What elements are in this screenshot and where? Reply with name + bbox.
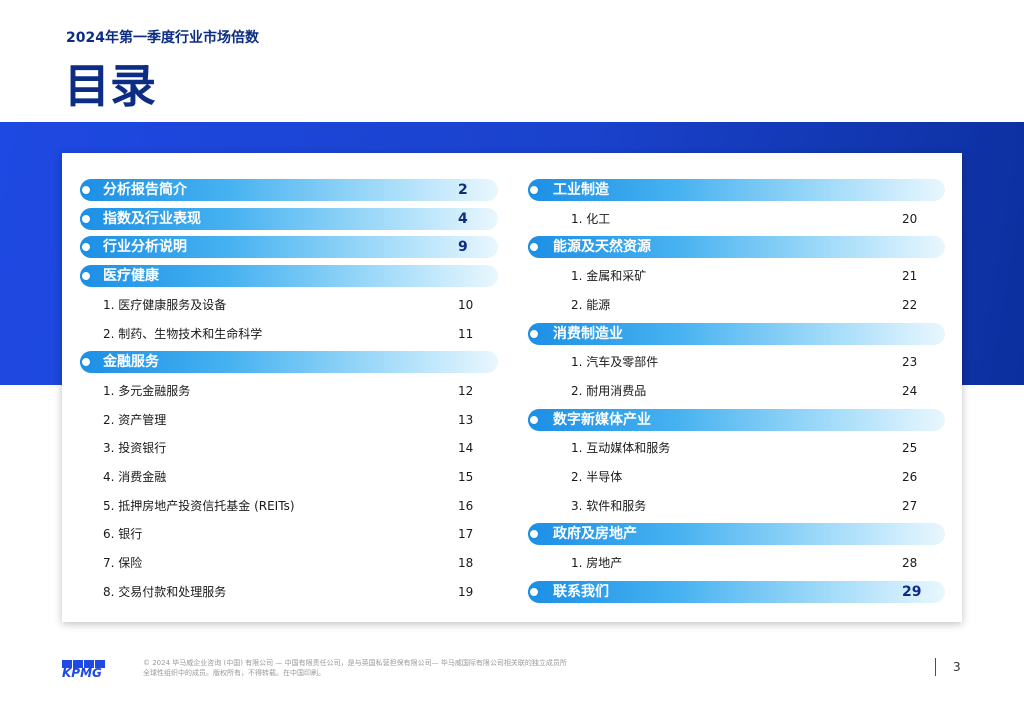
copyright-line: 全球性组织中的成员。版权所有，不得转载。在中国印刷。: [143, 669, 325, 677]
item-label: 5. 抵押房地产投资信托基金 (REITs): [103, 498, 295, 513]
item-page: 10: [458, 297, 474, 312]
item-page: 18: [458, 556, 474, 571]
item-page: 28: [902, 556, 918, 571]
title: 目录: [64, 59, 156, 113]
item-page: 13: [458, 412, 474, 427]
item-label: 2. 耐用消费品: [571, 383, 647, 398]
section-page: 4: [458, 210, 468, 227]
bullet: [528, 327, 540, 340]
section-title: 行业分析说明: [103, 239, 187, 256]
item-page: 15: [458, 470, 474, 484]
item-label: 1. 化工: [571, 211, 611, 226]
section-title: 医疗健康: [103, 268, 159, 285]
item-page: 20: [902, 211, 918, 226]
section-pill: [80, 351, 498, 374]
section-pill: [528, 408, 945, 431]
item-page: 23: [902, 355, 918, 370]
section-title: 能源及天然资源: [553, 239, 651, 256]
section-title: 政府及房地产: [553, 526, 637, 543]
item-page: 26: [902, 470, 918, 484]
bullet: [80, 212, 92, 225]
item-page: 12: [458, 383, 474, 398]
item-label: 1. 医疗健康服务及设备: [103, 297, 227, 312]
bullet: [528, 241, 540, 254]
item-label: 2. 制药、生物技术和生命科学: [103, 326, 263, 341]
item-page: 27: [902, 498, 918, 513]
item-label: 2. 资产管理: [103, 412, 167, 427]
section-page: 29: [902, 583, 922, 600]
item-page: 11: [458, 326, 474, 341]
logo-bars: [62, 660, 106, 668]
item-page: 19: [458, 584, 474, 599]
subtitle: 2024年第一季度行业市场倍数: [66, 30, 259, 46]
divider: [935, 658, 936, 676]
section-pill: [528, 322, 945, 345]
item-page: 14: [458, 441, 474, 456]
section-title: 指数及行业表现: [103, 210, 201, 227]
bullet: [528, 585, 540, 598]
item-label: 2. 半导体: [571, 470, 623, 484]
item-label: 1. 金属和采矿: [571, 269, 647, 284]
item-page: 22: [902, 297, 918, 312]
section-title: 数字新媒体产业: [553, 411, 651, 428]
section-pill: [528, 236, 945, 259]
section-pill: [528, 179, 945, 201]
item-label: 1. 互动媒体和服务: [571, 441, 671, 456]
section-pill: [80, 179, 498, 201]
item-label: 2. 能源: [571, 297, 611, 312]
bullet: [528, 413, 540, 426]
bullet: [80, 270, 92, 283]
bullet: [80, 184, 92, 196]
section-pill: [80, 207, 498, 230]
item-label: 7. 保险: [103, 556, 143, 571]
section-pill: [80, 236, 498, 259]
item-label: 1. 多元金融服务: [103, 383, 191, 398]
section-page: 9: [458, 239, 468, 256]
item-page: 17: [458, 527, 474, 542]
section-pill: [528, 580, 945, 603]
item-label: 6. 银行: [103, 527, 143, 542]
bullet: [80, 241, 92, 254]
bullet: [80, 356, 92, 369]
section-title: 金融服务: [103, 354, 159, 371]
copyright-line: © 2024 毕马威企业咨询 (中国) 有限公司 — 中国有限责任公司，是与英国…: [143, 659, 567, 667]
item-label: 3. 投资银行: [103, 441, 167, 456]
item-page: 25: [902, 441, 918, 456]
section-title: 分析报告简介: [103, 182, 187, 198]
section-pill: [80, 265, 498, 288]
item-page: 21: [902, 269, 918, 284]
item-label: 1. 房地产: [571, 556, 623, 571]
bullet: [528, 184, 540, 196]
item-label: 8. 交易付款和处理服务: [103, 584, 227, 599]
item-label: 3. 软件和服务: [571, 498, 647, 513]
section-title: 工业制造: [553, 182, 609, 198]
item-label: 4. 消费金融: [103, 470, 167, 484]
page-number: 3: [953, 660, 961, 674]
section-pill: [528, 523, 945, 546]
bullet: [528, 528, 540, 541]
item-label: 1. 汽车及零部件: [571, 355, 659, 370]
item-page: 24: [902, 383, 918, 398]
section-title: 联系我们: [553, 583, 609, 600]
section-title: 消费制造业: [553, 325, 623, 342]
logo: KPMG: [62, 666, 102, 680]
section-page: 2: [458, 182, 468, 198]
item-page: 16: [458, 498, 474, 513]
